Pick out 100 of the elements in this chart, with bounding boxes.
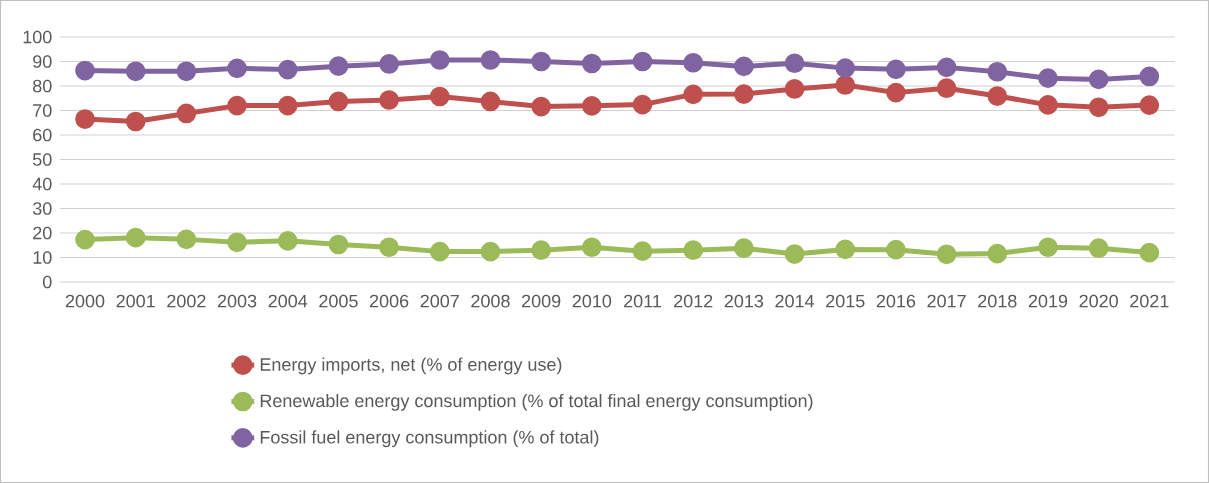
point bbox=[328, 234, 349, 255]
x-tick-label: 2017 bbox=[927, 294, 966, 308]
x-tick-label: 2021 bbox=[1130, 294, 1169, 308]
x-tick-label: 2003 bbox=[217, 294, 257, 308]
point bbox=[328, 56, 349, 76]
point bbox=[176, 229, 197, 250]
point bbox=[1038, 68, 1058, 88]
point bbox=[379, 237, 399, 258]
x-tick-label: 2015 bbox=[826, 294, 865, 308]
point bbox=[581, 237, 602, 258]
point bbox=[1139, 66, 1160, 87]
point bbox=[784, 53, 805, 74]
point bbox=[1139, 95, 1160, 115]
x-tick-label: 2004 bbox=[268, 294, 308, 308]
x-tick-label: 2012 bbox=[674, 294, 713, 308]
point bbox=[987, 243, 1008, 264]
legend-label: Renewable energy consumption (% of total final energy consumption) bbox=[260, 393, 813, 411]
y-tick-label: 50 bbox=[32, 153, 52, 166]
y-tick-label: 20 bbox=[33, 226, 52, 240]
x-tick-label: 2007 bbox=[420, 294, 459, 308]
point bbox=[835, 239, 856, 260]
point bbox=[480, 50, 501, 70]
y-tick-label: 60 bbox=[33, 128, 52, 142]
x-tick-label: 2011 bbox=[624, 294, 661, 308]
x-tick-label: 2014 bbox=[775, 294, 815, 308]
x-tick-label: 2001 bbox=[116, 294, 155, 308]
legend-label: Fossil fuel energy consumption (% of total) bbox=[260, 430, 599, 448]
point bbox=[734, 56, 754, 77]
point bbox=[125, 111, 146, 132]
point bbox=[531, 240, 551, 260]
point bbox=[277, 95, 298, 116]
legend-label: Energy imports, net (% of energy use) bbox=[260, 357, 562, 375]
point bbox=[328, 91, 349, 112]
point bbox=[1088, 97, 1109, 118]
point bbox=[531, 51, 551, 72]
point bbox=[176, 103, 197, 124]
point bbox=[227, 232, 247, 253]
point bbox=[531, 96, 551, 117]
point bbox=[379, 90, 399, 110]
x-tick-label: 2009 bbox=[522, 294, 561, 308]
point bbox=[835, 58, 856, 78]
point bbox=[75, 229, 95, 250]
point bbox=[886, 82, 906, 103]
point bbox=[734, 238, 754, 259]
point bbox=[886, 59, 906, 80]
point bbox=[480, 91, 501, 112]
point bbox=[1139, 242, 1160, 263]
point bbox=[936, 244, 957, 265]
x-tick-label: 2010 bbox=[572, 294, 612, 308]
y-tick-label: 40 bbox=[32, 177, 52, 191]
x-tick-label: 2016 bbox=[876, 294, 916, 308]
point bbox=[784, 244, 805, 264]
y-tick-label: 0 bbox=[42, 275, 52, 289]
point bbox=[176, 61, 197, 82]
x-tick-label: 2018 bbox=[978, 294, 1017, 308]
y-tick-label: 80 bbox=[33, 79, 52, 93]
x-tick-label: 2006 bbox=[369, 294, 409, 308]
x-tick-label: 2000 bbox=[65, 294, 105, 308]
point bbox=[1088, 238, 1109, 259]
point bbox=[835, 75, 856, 95]
point bbox=[936, 57, 957, 78]
point bbox=[683, 240, 704, 260]
point bbox=[429, 50, 450, 70]
point bbox=[379, 54, 399, 74]
point bbox=[683, 84, 704, 105]
point bbox=[125, 61, 146, 82]
point bbox=[227, 58, 247, 79]
point bbox=[936, 78, 957, 99]
point bbox=[683, 52, 704, 73]
point bbox=[227, 95, 247, 116]
point bbox=[987, 61, 1008, 82]
point bbox=[480, 241, 501, 262]
point bbox=[734, 84, 754, 104]
point bbox=[1088, 69, 1109, 90]
point bbox=[886, 239, 906, 260]
point bbox=[581, 53, 602, 74]
point bbox=[75, 60, 95, 81]
point bbox=[277, 231, 298, 251]
point bbox=[632, 94, 653, 115]
point bbox=[429, 241, 450, 262]
point bbox=[987, 86, 1008, 106]
point bbox=[277, 59, 298, 80]
point bbox=[784, 79, 805, 99]
y-tick-label: 100 bbox=[23, 30, 52, 44]
point bbox=[429, 86, 450, 107]
point bbox=[1038, 237, 1058, 258]
point bbox=[581, 96, 602, 116]
x-tick-label: 2019 bbox=[1028, 294, 1068, 308]
y-tick-label: 10 bbox=[33, 251, 52, 264]
point bbox=[75, 109, 95, 129]
point bbox=[1038, 95, 1058, 115]
x-tick-label: 2020 bbox=[1079, 294, 1118, 308]
y-tick-label: 90 bbox=[33, 55, 52, 68]
x-tick-label: 2013 bbox=[724, 294, 764, 308]
x-tick-label: 2005 bbox=[319, 294, 358, 308]
y-tick-label: 30 bbox=[32, 202, 52, 215]
x-tick-label: 2008 bbox=[471, 294, 510, 308]
point bbox=[125, 227, 146, 248]
point bbox=[632, 241, 653, 261]
y-tick-label: 70 bbox=[33, 104, 52, 117]
